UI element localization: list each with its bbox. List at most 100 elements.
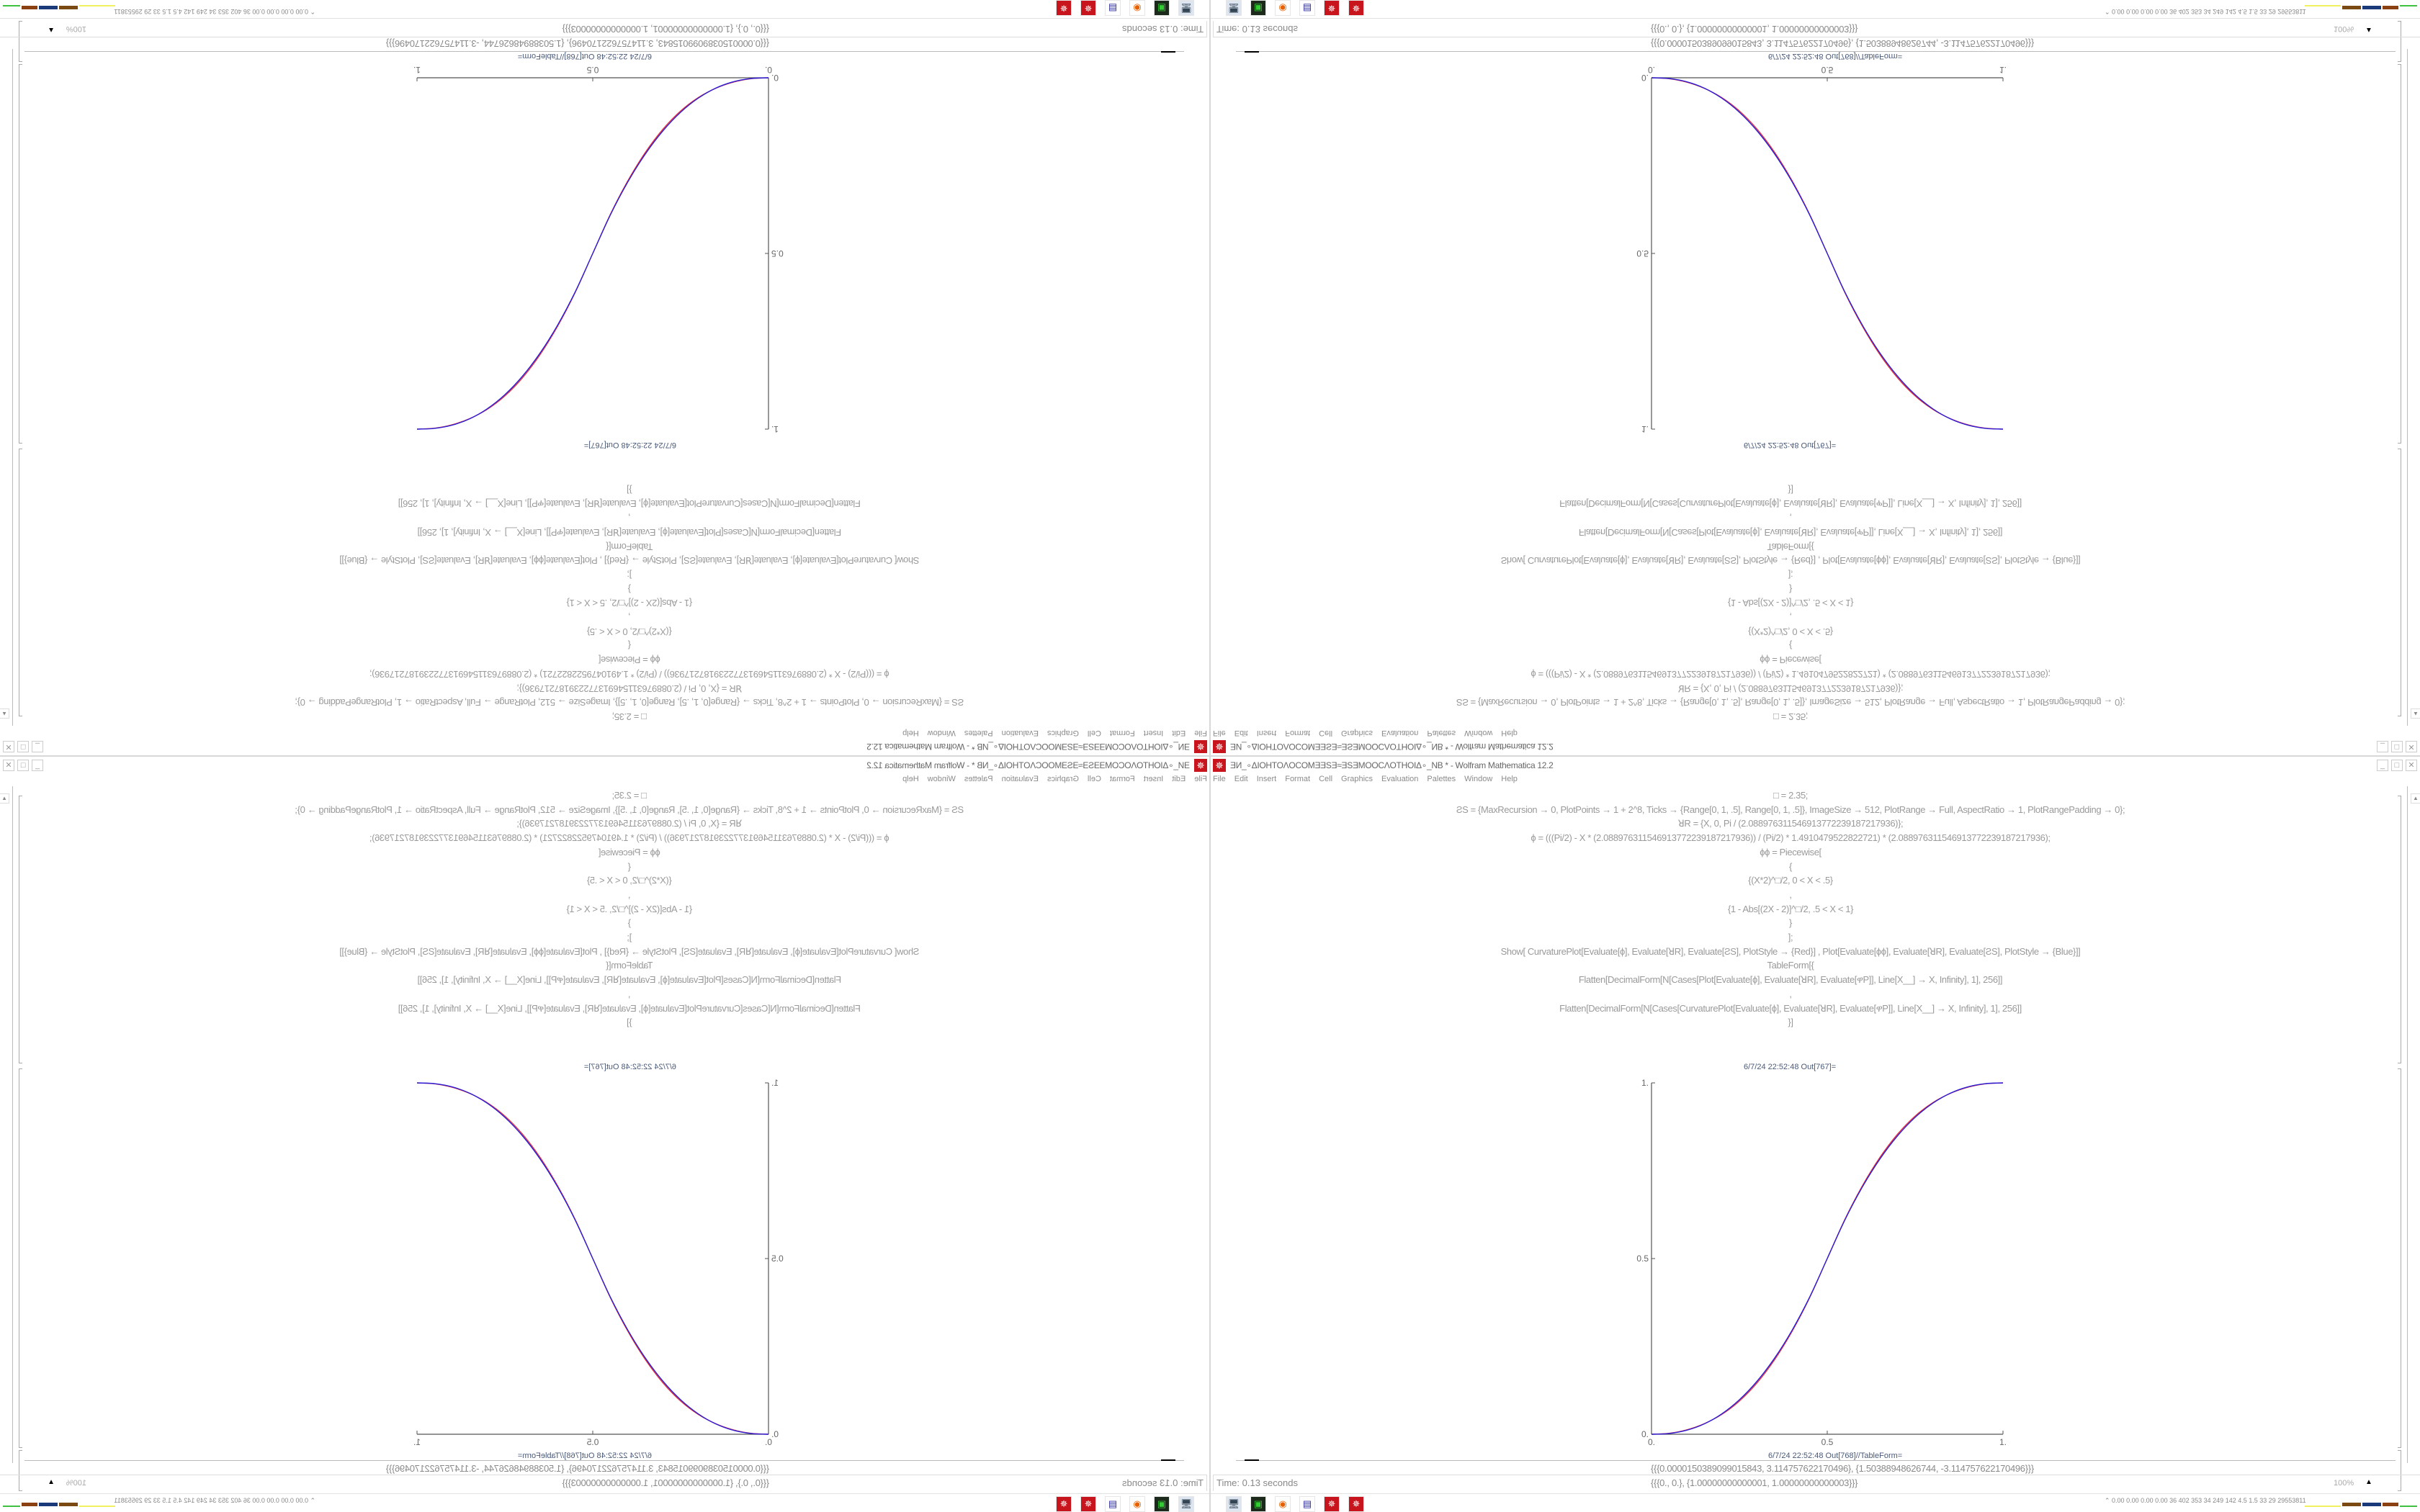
menu-item-palettes[interactable]: Palettes [1427, 775, 1456, 783]
zoom-level[interactable]: 100% [66, 1479, 86, 1488]
chevron-up-icon[interactable]: ⌃ [308, 8, 315, 15]
maximize-button[interactable]: □ [17, 741, 29, 752]
scrollbar[interactable] [2407, 49, 2408, 726]
menu-item-cell[interactable]: Cell [1087, 729, 1101, 737]
zoom-level[interactable]: 100% [2334, 24, 2354, 33]
cell-bracket[interactable] [2398, 449, 2401, 716]
menu-item-insert[interactable]: Insert [1256, 775, 1277, 783]
menu-item-help[interactable]: Help [902, 775, 919, 783]
mathematica-icon[interactable]: ✵ [1348, 1496, 1364, 1512]
scrollbar[interactable] [2407, 786, 2408, 1463]
maximize-button[interactable]: □ [17, 760, 29, 771]
cell-bracket[interactable] [2398, 1450, 2401, 1491]
chevron-up-icon[interactable]: ⌃ [2105, 1497, 2112, 1504]
maximize-button[interactable]: □ [2391, 741, 2403, 752]
menu-item-palettes[interactable]: Palettes [964, 729, 993, 737]
floppy-64-icon[interactable]: ▤ [1299, 1496, 1315, 1512]
scrollbar[interactable] [12, 49, 13, 726]
firefox-icon[interactable]: ◉ [1129, 0, 1145, 16]
zoom-arrow-icon[interactable]: ▲ [2365, 1478, 2372, 1486]
menu-item-file[interactable]: File [1194, 775, 1207, 783]
mathematica-icon[interactable]: ✵ [1080, 1496, 1096, 1512]
terminal-icon[interactable]: ▣ [1250, 1496, 1266, 1512]
network-monitor-icon[interactable]: 🖥 [1226, 1496, 1242, 1512]
menu-item-graphics[interactable]: Graphics [1341, 729, 1373, 737]
cell-bracket[interactable] [19, 64, 22, 444]
menu-item-cell[interactable]: Cell [1319, 729, 1333, 737]
menu-item-help[interactable]: Help [1501, 775, 1518, 783]
menu-item-window[interactable]: Window [927, 775, 956, 783]
terminal-icon[interactable]: ▣ [1154, 1496, 1170, 1512]
menu-item-edit[interactable]: Edit [1234, 729, 1248, 737]
zoom-level[interactable]: 100% [66, 24, 86, 33]
mathematica-icon[interactable]: ✵ [1324, 0, 1340, 16]
menu-item-evaluation[interactable]: Evaluation [1001, 729, 1039, 737]
terminal-icon[interactable]: ▣ [1154, 0, 1170, 16]
cell-bracket[interactable] [2398, 796, 2401, 1063]
mathematica-icon[interactable]: ✵ [1080, 0, 1096, 16]
scroll-up-button[interactable]: ▲ [0, 708, 9, 719]
mathematica-icon[interactable]: ✵ [1056, 1496, 1072, 1512]
scroll-up-button[interactable]: ▲ [2411, 793, 2420, 804]
menu-item-window[interactable]: Window [1464, 775, 1493, 783]
close-button[interactable]: ✕ [2406, 741, 2417, 752]
menu-item-insert[interactable]: Insert [1143, 775, 1164, 783]
floppy-64-icon[interactable]: ▤ [1105, 1496, 1121, 1512]
menu-item-edit[interactable]: Edit [1234, 775, 1248, 783]
scroll-up-button[interactable]: ▲ [0, 793, 9, 804]
menu-item-evaluation[interactable]: Evaluation [1381, 729, 1419, 737]
menu-item-format[interactable]: Format [1109, 729, 1135, 737]
firefox-icon[interactable]: ◉ [1275, 0, 1291, 16]
chevron-up-icon[interactable]: ⌃ [308, 1497, 315, 1504]
menu-item-help[interactable]: Help [1501, 729, 1518, 737]
cell-bracket[interactable] [19, 1068, 22, 1448]
floppy-64-icon[interactable]: ▤ [1299, 0, 1315, 16]
cell-bracket[interactable] [19, 449, 22, 716]
maximize-button[interactable]: □ [2391, 760, 2403, 771]
close-button[interactable]: ✕ [2406, 760, 2417, 771]
scrollbar[interactable] [12, 786, 13, 1463]
scroll-up-button[interactable]: ▲ [2411, 708, 2420, 719]
zoom-arrow-icon[interactable]: ▲ [2365, 26, 2372, 34]
firefox-icon[interactable]: ◉ [1275, 1496, 1291, 1512]
mathematica-icon[interactable]: ✵ [1324, 1496, 1340, 1512]
menu-item-file[interactable]: File [1213, 775, 1226, 783]
menu-item-palettes[interactable]: Palettes [1427, 729, 1456, 737]
zoom-arrow-icon[interactable]: ▲ [48, 26, 55, 34]
menu-item-cell[interactable]: Cell [1087, 775, 1101, 783]
network-monitor-icon[interactable]: 🖥 [1178, 0, 1194, 16]
menu-item-window[interactable]: Window [1464, 729, 1493, 737]
cell-bracket[interactable] [2398, 64, 2401, 444]
close-button[interactable]: ✕ [3, 760, 14, 771]
menu-item-window[interactable]: Window [927, 729, 956, 737]
close-button[interactable]: ✕ [3, 741, 14, 752]
mathematica-icon[interactable]: ✵ [1056, 0, 1072, 16]
minimize-button[interactable]: _ [32, 760, 43, 771]
menu-item-cell[interactable]: Cell [1319, 775, 1333, 783]
menu-item-graphics[interactable]: Graphics [1341, 775, 1373, 783]
menu-item-format[interactable]: Format [1285, 775, 1311, 783]
menu-item-format[interactable]: Format [1285, 729, 1311, 737]
network-monitor-icon[interactable]: 🖥 [1178, 1496, 1194, 1512]
zoom-arrow-icon[interactable]: ▲ [48, 1478, 55, 1486]
menu-item-graphics[interactable]: Graphics [1047, 775, 1079, 783]
minimize-button[interactable]: _ [32, 741, 43, 752]
terminal-icon[interactable]: ▣ [1250, 0, 1266, 16]
menu-item-palettes[interactable]: Palettes [964, 775, 993, 783]
menu-item-graphics[interactable]: Graphics [1047, 729, 1079, 737]
network-monitor-icon[interactable]: 🖥 [1226, 0, 1242, 16]
cell-bracket[interactable] [19, 796, 22, 1063]
minimize-button[interactable]: _ [2377, 741, 2388, 752]
zoom-level[interactable]: 100% [2334, 1479, 2354, 1488]
menu-item-insert[interactable]: Insert [1256, 729, 1277, 737]
menu-item-edit[interactable]: Edit [1172, 729, 1186, 737]
floppy-64-icon[interactable]: ▤ [1105, 0, 1121, 16]
menu-item-evaluation[interactable]: Evaluation [1381, 775, 1419, 783]
menu-item-help[interactable]: Help [902, 729, 919, 737]
cell-bracket[interactable] [2398, 1068, 2401, 1448]
firefox-icon[interactable]: ◉ [1129, 1496, 1145, 1512]
chevron-up-icon[interactable]: ⌃ [2105, 8, 2112, 15]
minimize-button[interactable]: _ [2377, 760, 2388, 771]
menu-item-evaluation[interactable]: Evaluation [1001, 775, 1039, 783]
menu-item-insert[interactable]: Insert [1143, 729, 1164, 737]
